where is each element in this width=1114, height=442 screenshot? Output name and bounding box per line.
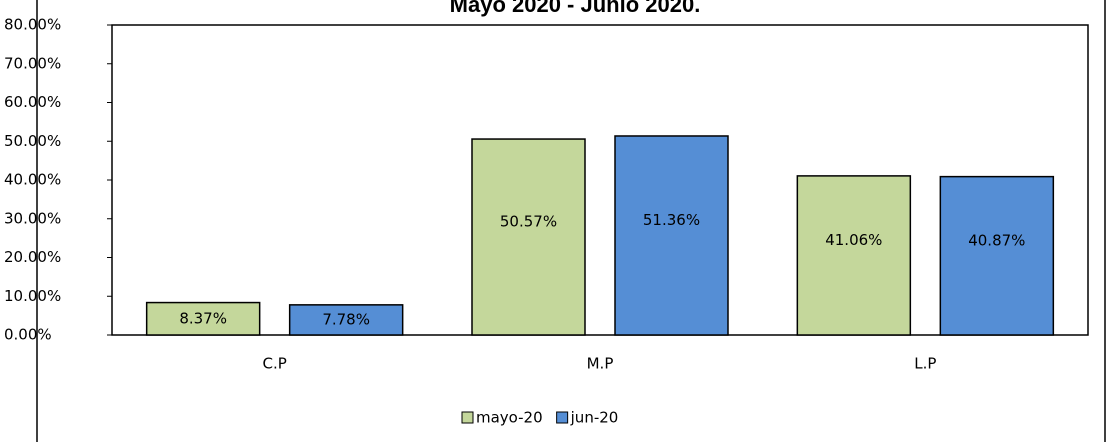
bar — [796, 175, 912, 336]
bar — [939, 175, 1055, 336]
legend-label: mayo-20 — [476, 409, 543, 427]
bar — [145, 301, 261, 336]
data-label: 50.57% — [500, 213, 557, 231]
bar — [614, 135, 729, 336]
data-label: 8.37% — [179, 309, 227, 327]
legend-label: jun-20 — [570, 409, 619, 427]
data-label: 41.06% — [825, 231, 882, 249]
x-tick-label: L.P — [914, 355, 936, 373]
y-tick-label: 30.00% — [4, 209, 61, 227]
data-label: 51.36% — [643, 211, 700, 229]
y-tick-label: 60.00% — [4, 93, 61, 111]
bar — [288, 304, 404, 336]
chart-title: Mayo 2020 - Junio 2020. — [450, 0, 701, 17]
bar — [471, 138, 586, 336]
y-tick-label: 70.00% — [4, 54, 61, 72]
y-tick-label: 0.00% — [4, 326, 52, 344]
data-label: 7.78% — [322, 310, 370, 328]
y-tick-label: 50.00% — [4, 132, 61, 150]
x-tick-label: M.P — [587, 355, 614, 373]
y-tick-label: 80.00% — [4, 16, 61, 34]
x-tick-label: C.P — [263, 355, 287, 373]
y-tick-label: 10.00% — [4, 287, 61, 305]
legend-swatch — [556, 411, 569, 424]
data-label: 40.87% — [968, 231, 1025, 249]
legend-swatch — [461, 411, 474, 424]
y-tick-label: 40.00% — [4, 171, 61, 189]
y-tick-label: 20.00% — [4, 248, 61, 266]
